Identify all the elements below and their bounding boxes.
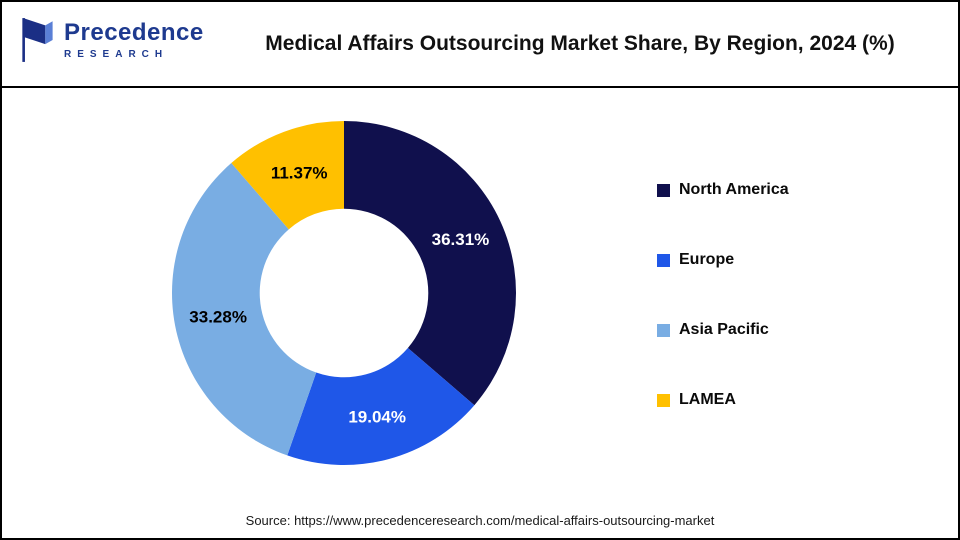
chart-area: 36.31% 19.04% 33.28% 11.37% North America Eu… (2, 88, 958, 538)
logo-subtitle: RESEARCH (64, 48, 169, 60)
precedence-research-logo: Precedence RESEARCH (20, 16, 204, 64)
donut-chart-svg: 36.31% 19.04% 33.28% 11.37% (172, 121, 517, 465)
legend-swatch-lamea (657, 393, 670, 407)
legend-item-asia-pacific: Asia Pacific (657, 318, 789, 342)
chart-legend: North America Europe Asia Pacific LAMEA (657, 178, 789, 458)
source-text: Source: https://www.precedenceresearch.c… (245, 513, 715, 528)
legend-item-europe: Europe (657, 248, 789, 272)
slice-label-asia-pacific: 33.28% (189, 308, 247, 327)
title-container: Medical Affairs Outsourcing Market Share… (2, 32, 958, 56)
legend-label-asia-pacific: Asia Pacific (679, 321, 769, 338)
legend-label-lamea: LAMEA (679, 391, 736, 408)
pie-slice-north-america (344, 121, 517, 406)
logo-text: Precedence RESEARCH (64, 18, 204, 60)
logo-flag-icon (22, 18, 53, 62)
legend-label-north-america: North America (679, 181, 789, 198)
legend-item-north-america: North America (657, 178, 789, 202)
slice-label-north-america: 36.31% (432, 230, 490, 249)
legend-label-europe: Europe (679, 251, 735, 268)
page-title: Medical Affairs Outsourcing Market Share… (265, 32, 895, 55)
logo-wordmark: Precedence (64, 18, 204, 46)
legend-swatch-asia-pacific (657, 323, 670, 337)
legend-swatch-europe (657, 253, 670, 267)
header: Precedence RESEARCH Medical Affairs Outs… (2, 2, 958, 88)
slice-label-lamea: 11.37% (271, 163, 328, 182)
pie-slice-lamea (231, 121, 344, 230)
pie-slice-europe (287, 347, 475, 465)
legend-item-lamea: LAMEA (657, 388, 789, 412)
pie-slice-asia-pacific (172, 163, 317, 456)
slice-label-europe: 19.04% (348, 407, 406, 426)
legend-swatch-north-america (657, 183, 670, 197)
